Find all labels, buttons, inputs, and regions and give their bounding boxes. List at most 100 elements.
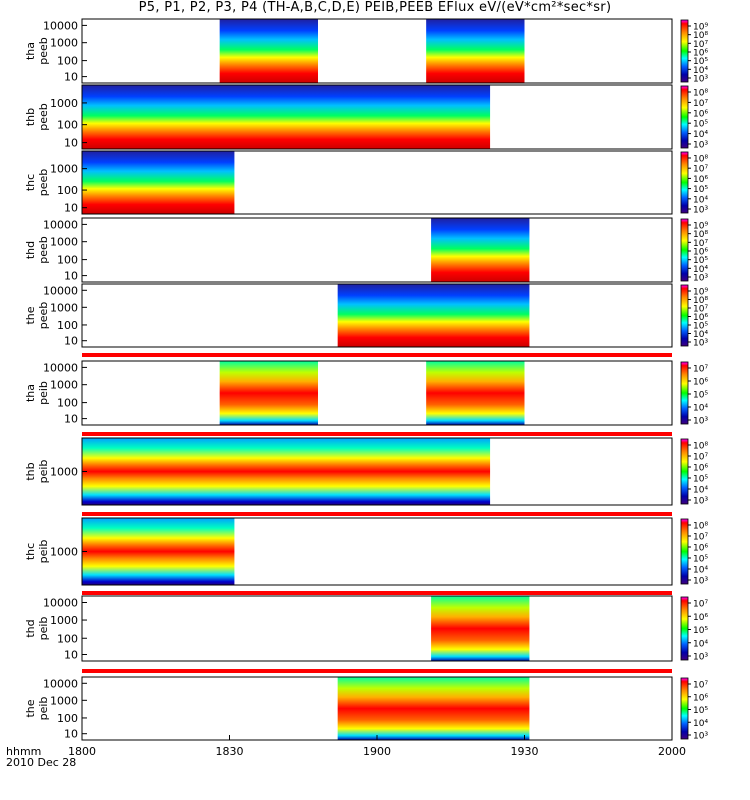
ylabel-probe: thc — [24, 543, 37, 560]
ylabel-product: peib — [37, 540, 50, 564]
colorbar-label: 10⁷ — [693, 453, 708, 463]
xtick-label: 2000 — [658, 745, 686, 758]
time-axis-label: hhmm — [6, 745, 41, 758]
ylabel-probe: thc — [24, 174, 37, 191]
panel-frame-thb-peeb — [81, 84, 673, 150]
ytick-label: 10000 — [43, 19, 78, 32]
ytick-label: 10 — [64, 413, 78, 426]
colorbar-label: 10⁵ — [693, 120, 708, 130]
ytick-label: 10000 — [43, 677, 78, 690]
separator-bar-4 — [82, 669, 672, 673]
ytick-label: 100 — [57, 184, 78, 197]
ytick-label: 10 — [64, 270, 78, 283]
colorbar-label: 10⁸ — [693, 31, 708, 41]
colorbar-label: 10⁶ — [693, 613, 708, 623]
date-label: 2010 Dec 28 — [6, 756, 76, 769]
colorbar-thc-peib — [680, 518, 689, 585]
spectrogram-data-tha-peeb-1 — [426, 19, 525, 83]
colorbar-label: 10⁷ — [693, 165, 708, 175]
ytick-label: 10000 — [43, 361, 78, 374]
spectrogram-data-thd-peeb-0 — [431, 218, 530, 282]
colorbar-label: 10⁴ — [693, 719, 708, 729]
colorbar-label: 10⁶ — [693, 248, 708, 258]
ytick-label: 10000 — [43, 597, 78, 610]
colorbar-label: 10³ — [693, 497, 708, 507]
ylabel-product: peeb — [37, 169, 50, 197]
ytick-label: 10000 — [43, 284, 78, 297]
colorbar-label: 10⁶ — [693, 378, 708, 388]
colorbar-label: 10⁵ — [693, 626, 708, 636]
ytick-label: 1000 — [50, 694, 78, 707]
colorbar-thd-peib — [680, 596, 689, 661]
colorbar-label: 10⁷ — [693, 99, 708, 109]
colorbar-label: 10⁵ — [693, 185, 708, 195]
xtick-label: 1800 — [68, 745, 96, 758]
ylabel-product: peib — [37, 697, 50, 721]
ytick-label: 10 — [64, 137, 78, 150]
colorbar-label: 10⁹ — [693, 222, 708, 232]
spectrogram-data-thc-peib-0 — [82, 518, 235, 585]
ytick-label: 10 — [64, 202, 78, 215]
colorbar-label: 10⁴ — [693, 330, 708, 340]
figure-title: P5, P1, P2, P3, P4 (TH-A,B,C,D,E) PEIB,P… — [138, 0, 612, 15]
colorbar-label: 10⁷ — [693, 239, 708, 249]
ytick-label: 100 — [57, 119, 78, 132]
colorbar-tha-peib — [680, 361, 689, 425]
colorbar-label: 10⁷ — [693, 681, 708, 691]
xtick-label: 1900 — [363, 745, 391, 758]
colorbar-label: 10⁷ — [693, 365, 708, 375]
spectrogram-data-tha-peib-1 — [426, 361, 525, 425]
colorbar-label: 10⁴ — [693, 404, 708, 414]
ytick-label: 1000 — [50, 163, 78, 176]
ylabel-probe: thb — [24, 108, 37, 126]
colorbar-label: 10⁶ — [693, 693, 708, 703]
colorbar-label: 10⁷ — [693, 600, 708, 610]
ylabel-probe: the — [24, 306, 37, 324]
spectrogram-data-thd-peib-0 — [431, 596, 530, 661]
colorbar-label: 10⁸ — [693, 442, 708, 452]
colorbar-label: 10⁴ — [693, 486, 708, 496]
colorbar-label: 10⁸ — [693, 296, 708, 306]
colorbar-label: 10⁴ — [693, 130, 708, 140]
ylabel-probe: thd — [24, 619, 37, 637]
colorbar-label: 10⁴ — [693, 66, 708, 76]
spectrogram-data-the-peib-0 — [337, 677, 530, 740]
colorbar-label: 10⁶ — [693, 464, 708, 474]
ylabel-probe: tha — [24, 384, 37, 402]
separator-bar-1 — [82, 432, 672, 436]
colorbar-label: 10⁶ — [693, 544, 708, 554]
ytick-label: 1000 — [50, 466, 78, 479]
panel-frame-thc-peeb — [81, 150, 673, 215]
panel-frame-tha-peib — [81, 360, 673, 426]
ylabel-product: peeb — [37, 236, 50, 264]
ytick-label: 1000 — [50, 614, 78, 627]
colorbar-label: 10⁴ — [693, 265, 708, 275]
ytick-label: 10000 — [43, 218, 78, 231]
colorbar-label: 10³ — [693, 577, 708, 587]
colorbar-label: 10⁸ — [693, 522, 708, 532]
ylabel-product: peib — [37, 617, 50, 641]
colorbar-label: 10³ — [693, 339, 708, 349]
colorbar-label: 10⁸ — [693, 89, 708, 99]
colorbar-label: 10³ — [693, 732, 708, 742]
colorbar-label: 10⁹ — [693, 288, 708, 298]
ylabel-probe: tha — [24, 42, 37, 60]
panel-frame-thd-peib — [81, 595, 673, 662]
ytick-label: 10 — [64, 335, 78, 348]
colorbar-label: 10⁷ — [693, 40, 708, 50]
colorbar-label: 10³ — [693, 653, 708, 663]
ylabel-product: peeb — [37, 302, 50, 330]
colorbar-label: 10⁴ — [693, 639, 708, 649]
ylabel-probe: thd — [24, 241, 37, 259]
colorbar-label: 10⁵ — [693, 706, 708, 716]
colorbar-label: 10⁸ — [693, 155, 708, 165]
colorbar-label: 10⁶ — [693, 175, 708, 185]
panel-frame-the-peeb — [81, 283, 673, 348]
colorbar-thb-peib — [680, 438, 689, 505]
colorbar-thd-peeb — [680, 218, 689, 282]
colorbar-label: 10⁵ — [693, 391, 708, 401]
ytick-label: 1000 — [50, 37, 78, 50]
colorbar-label: 10⁵ — [693, 322, 708, 332]
panel-frame-tha-peeb — [81, 18, 673, 84]
spectrogram-data-thb-peib-0 — [82, 438, 491, 505]
